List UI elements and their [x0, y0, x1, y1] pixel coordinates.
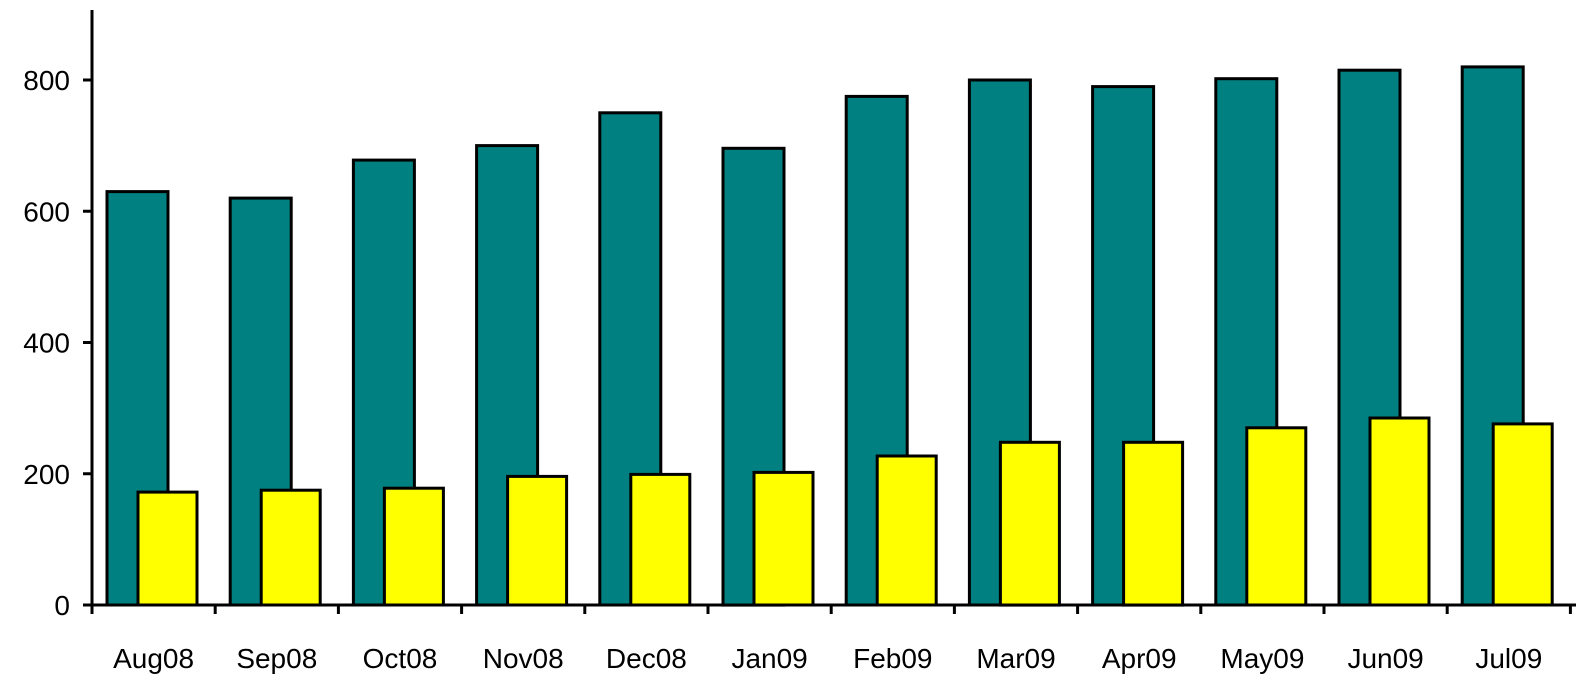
x-tick-label-mar09: Mar09 [976, 643, 1055, 674]
x-tick-label-sep08: Sep08 [236, 643, 317, 674]
x-tick-label-jun09: Jun09 [1347, 643, 1423, 674]
x-tick-label-may09: May09 [1220, 643, 1304, 674]
x-tick-label-jul09: Jul09 [1475, 643, 1542, 674]
bar-series-2-jul09 [1491, 422, 1554, 607]
x-tick-label-aug08: Aug08 [113, 643, 194, 674]
axes-layer: 0 200 400 600 800 Aug08 Sep08 Oct08 Nov08 Dec08 Ja… [23, 10, 1576, 674]
bar-series-2-apr09 [1122, 440, 1185, 607]
x-tick-label-nov08: Nov08 [483, 643, 564, 674]
bar-series-2-mar09 [998, 440, 1061, 607]
bar-series-2-dec08 [629, 472, 692, 607]
bar-series-2-jun09 [1368, 416, 1431, 607]
bar-series-2-nov08 [506, 474, 569, 607]
bar-series-2-oct08 [382, 486, 445, 607]
x-tick-label-feb09: Feb09 [853, 643, 932, 674]
y-tick-label-200: 200 [23, 459, 70, 490]
x-tick-label-oct08: Oct08 [363, 643, 438, 674]
x-tick-label-jan09: Jan09 [731, 643, 807, 674]
bars-layer [105, 65, 1554, 607]
x-tick-label-dec08: Dec08 [606, 643, 687, 674]
x-tick-label-apr09: Apr09 [1102, 643, 1177, 674]
bar-series-2-jan09 [752, 470, 815, 607]
bar-series-2-sep08 [259, 488, 322, 607]
bar-series-2-aug08 [136, 490, 199, 607]
y-tick-label-400: 400 [23, 328, 70, 359]
y-tick-label-0: 0 [54, 590, 70, 621]
y-tick-label-800: 800 [23, 65, 70, 96]
bar-series-2-may09 [1245, 426, 1308, 607]
y-tick-label-600: 600 [23, 196, 70, 227]
bar-series-2-feb09 [875, 454, 938, 607]
